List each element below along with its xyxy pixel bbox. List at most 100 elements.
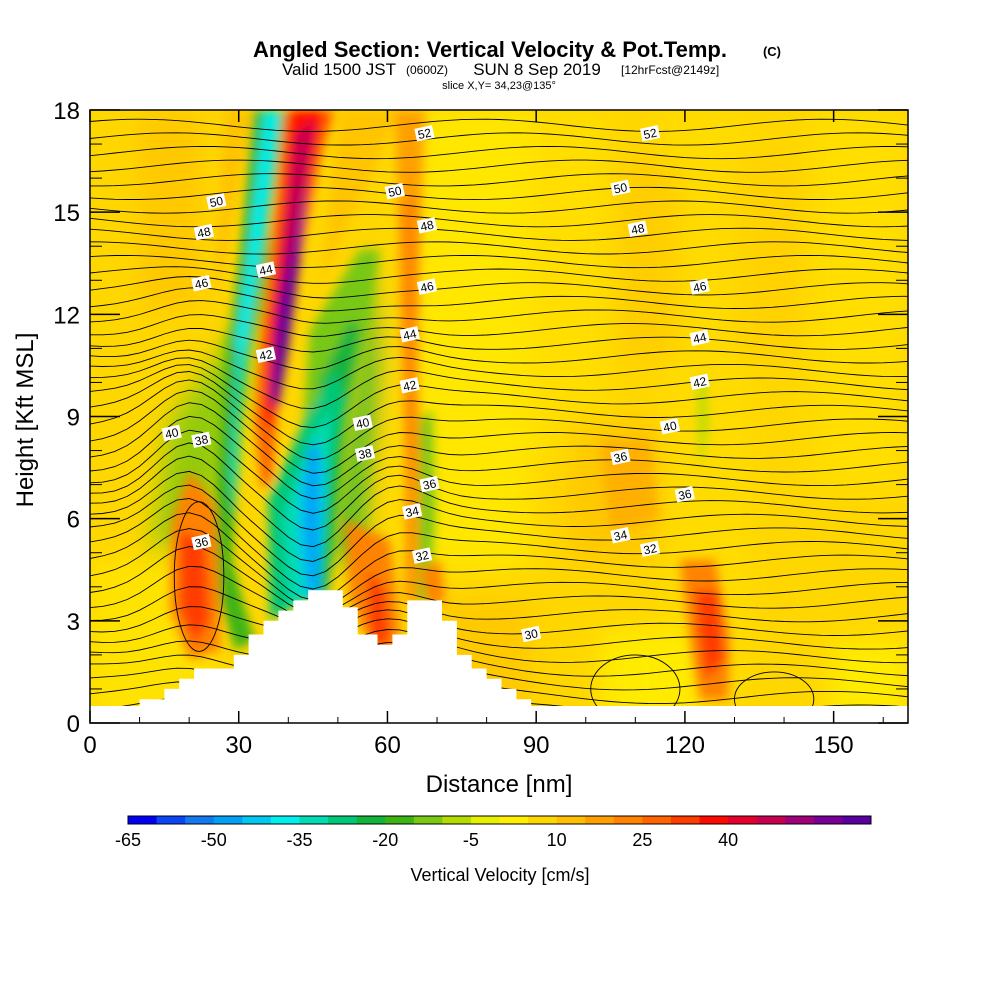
colorbar-tick-label: -20 <box>372 830 398 850</box>
contour-label: 50 <box>610 179 631 197</box>
isentrope-line <box>90 629 908 664</box>
isentrope-loop <box>734 671 815 723</box>
svg-text:48: 48 <box>630 221 646 238</box>
isentrope-line <box>90 227 908 241</box>
isentrope-line <box>90 214 908 228</box>
isentrope-line <box>90 254 908 269</box>
colorbar-frame <box>127 815 872 825</box>
isentrope-line <box>90 371 908 446</box>
isentrope-line <box>90 276 908 299</box>
contour-label: 52 <box>414 125 435 142</box>
isentrope-line <box>90 349 908 390</box>
colorbar-swatch <box>613 816 643 824</box>
svg-text:36: 36 <box>613 449 629 466</box>
colorbar-tick-label: -65 <box>115 830 141 850</box>
contour-label: 44 <box>399 326 420 343</box>
x-tick-label: 60 <box>374 732 401 759</box>
svg-text:40: 40 <box>355 415 371 432</box>
contour-label: 32 <box>411 547 433 565</box>
svg-text:36: 36 <box>422 476 438 493</box>
colorbar-swatch <box>670 816 700 824</box>
x-tick-label: 150 <box>814 732 854 759</box>
isentrope-line <box>90 241 908 255</box>
svg-text:50: 50 <box>208 194 224 211</box>
svg-text:52: 52 <box>417 125 433 142</box>
svg-text:30: 30 <box>523 626 539 643</box>
isentrope-line <box>90 300 908 324</box>
plot-area: 52 52 50 50 50 48 48 48 44 46 46 46 44 44 42 42 42 40 40 40… <box>90 110 908 723</box>
isentrope-line <box>90 470 908 562</box>
contour-labels: 52 52 50 50 50 48 48 48 44 46 46 46 44 44 42 42 42 40 40 40… <box>161 125 710 643</box>
contour-label: 48 <box>193 223 215 241</box>
contour-label: 44 <box>689 329 710 346</box>
chart-title: Angled Section: Vertical Velocity & Pot.… <box>253 37 727 62</box>
colorbar-swatch <box>756 816 786 824</box>
colorbar-swatch <box>785 816 815 824</box>
colorbar-swatch <box>728 816 758 824</box>
colorbar-tick-label: 40 <box>718 830 738 850</box>
isentrope-line <box>90 455 908 548</box>
colorbar-swatch <box>642 816 672 824</box>
contour-label: 36 <box>419 475 440 493</box>
isentrope-line <box>90 314 908 337</box>
contour-label: 40 <box>659 417 681 435</box>
colorbar-swatch <box>556 816 586 824</box>
isentrope-line <box>90 415 908 500</box>
isentrope-line <box>90 528 908 609</box>
x-axis-label: Distance [nm] <box>426 771 573 798</box>
isentrope-line <box>90 287 908 312</box>
terrain <box>90 590 908 723</box>
isentrope-line <box>90 429 908 514</box>
svg-text:32: 32 <box>642 541 658 558</box>
x-tick-label: 120 <box>665 732 705 759</box>
colorbar-swatch <box>813 816 843 824</box>
colorbar-tick-label: 10 <box>547 830 567 850</box>
svg-text:50: 50 <box>613 180 629 197</box>
colorbar-swatch <box>270 816 300 824</box>
subtitle-forecast: [12hrFcst@2149z] <box>621 63 719 77</box>
colorbar-swatch <box>356 816 386 824</box>
svg-text:40: 40 <box>662 418 678 435</box>
svg-text:36: 36 <box>194 534 210 551</box>
slice-info: slice X,Y= 34,23@135° <box>442 80 556 92</box>
colorbar-swatch <box>185 816 215 824</box>
isentrope-line <box>90 118 908 132</box>
contour-label: 44 <box>255 261 277 278</box>
colorbar-tick-label: 25 <box>632 830 652 850</box>
isentrope-line <box>90 200 908 214</box>
colorbar-swatch <box>585 816 615 824</box>
y-tick-label: 18 <box>53 98 80 125</box>
colorbar-swatch <box>242 816 272 824</box>
contour-label: 34 <box>401 503 423 521</box>
svg-text:32: 32 <box>414 548 430 565</box>
isentrope-line <box>90 266 908 284</box>
isentrope-line <box>90 186 908 201</box>
isentrope-line <box>90 159 908 173</box>
contour-label: 38 <box>191 431 212 449</box>
contour-label: 42 <box>399 377 420 394</box>
contour-label: 36 <box>191 533 212 551</box>
contour-label: 30 <box>520 625 542 643</box>
x-tick-label: 90 <box>523 732 550 759</box>
isentrope-line <box>90 339 908 371</box>
svg-text:52: 52 <box>642 125 658 142</box>
y-tick-label: 12 <box>53 302 80 329</box>
subtitle-valid: Valid 1500 JST <box>282 60 396 79</box>
svg-text:46: 46 <box>692 279 708 296</box>
colorbar-tick-label: -5 <box>463 830 479 850</box>
isentrope-line <box>90 484 908 577</box>
svg-text:42: 42 <box>402 377 418 394</box>
svg-text:44: 44 <box>402 326 418 343</box>
contour-label: 32 <box>639 540 661 558</box>
contour-label: 50 <box>384 182 405 200</box>
svg-text:34: 34 <box>404 504 420 521</box>
contour-label: 50 <box>206 193 227 210</box>
y-axis-label: Height [Kft MSL] <box>12 333 39 508</box>
svg-text:38: 38 <box>194 432 210 449</box>
colorbar-swatch <box>470 816 500 824</box>
isentrope-line <box>90 565 908 620</box>
contour-label: 40 <box>352 414 373 432</box>
colorbar-swatch <box>528 816 558 824</box>
colorbar-tick-label: -35 <box>286 830 312 850</box>
y-tick-label: 15 <box>53 200 80 227</box>
